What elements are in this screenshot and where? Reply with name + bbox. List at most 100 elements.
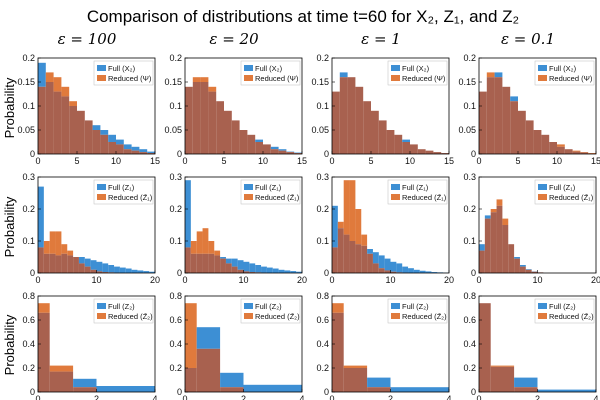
overlap-histogram-bar xyxy=(378,268,385,273)
y-tick-label: 0.6 xyxy=(169,315,182,325)
y-tick-label: 0.2 xyxy=(463,363,476,373)
reduced-histogram-bar xyxy=(214,250,221,256)
overlap-histogram-bar xyxy=(549,142,557,154)
reduced-histogram-bar xyxy=(557,144,565,147)
x-tick-label: 20 xyxy=(591,275,600,285)
reduced-histogram-bar xyxy=(208,241,215,254)
reduced-histogram-bar xyxy=(343,365,368,368)
overlap-histogram-bar xyxy=(332,91,340,154)
overlap-histogram-bar xyxy=(541,134,550,154)
legend: Full (X₂)Reduced (Ψ) xyxy=(240,60,301,86)
overlap-histogram-bar xyxy=(332,247,338,273)
full-histogram-bar xyxy=(390,261,397,272)
overlap-histogram-bar xyxy=(557,146,565,154)
y-tick-label: 0.1 xyxy=(316,236,329,246)
histogram-panel: 0 10 20 0 0.1 0.2 0.3 Full (Z₁)Reduced (Z̄₁) xyxy=(169,172,307,285)
full-histogram-bar xyxy=(270,146,279,150)
y-tick-label: 0.05 xyxy=(311,125,329,135)
full-histogram-bar xyxy=(278,269,285,273)
overlap-histogram-bar xyxy=(123,149,132,154)
y-tick-label: 0 xyxy=(324,268,329,278)
overlap-histogram-bar xyxy=(525,269,532,273)
legend-swatch-reduced xyxy=(391,194,400,200)
x-tick-label: 10 xyxy=(91,275,101,285)
overlap-histogram-bar xyxy=(84,120,93,154)
full-histogram-bar xyxy=(402,139,410,142)
overlap-histogram-bar xyxy=(185,86,193,154)
y-tick-label: 0.2 xyxy=(169,363,182,373)
reduced-histogram-bar xyxy=(49,365,74,372)
full-histogram-bar xyxy=(116,139,124,145)
legend-swatch-full xyxy=(97,184,106,190)
x-tick-label: 20 xyxy=(150,275,160,285)
overlap-histogram-bar xyxy=(514,387,538,392)
full-histogram-bar xyxy=(479,244,485,251)
x-tick-label: 20 xyxy=(444,275,454,285)
full-histogram-bar xyxy=(131,146,140,151)
figure-title: Comparison of distributions at time t=60… xyxy=(87,7,519,26)
legend: Full (Z₁)Reduced (Z̄₁) xyxy=(240,179,301,205)
reduced-histogram-bar xyxy=(490,365,515,367)
legend-swatch-full xyxy=(97,65,106,71)
full-histogram-bar xyxy=(390,387,449,392)
full-histogram-bar xyxy=(114,266,120,273)
y-tick-label: 0.3 xyxy=(463,172,476,182)
x-tick-label: 15 xyxy=(297,156,307,166)
overlap-histogram-bar xyxy=(337,228,344,273)
reduced-histogram-bar xyxy=(55,231,62,256)
full-histogram-bar xyxy=(149,271,155,273)
overlap-histogram-bar xyxy=(38,86,46,154)
y-tick-label: 0.2 xyxy=(316,53,329,63)
x-tick-label: 0 xyxy=(476,275,481,285)
y-tick-label: 0 xyxy=(177,268,182,278)
overlap-histogram-bar xyxy=(225,263,232,273)
overlap-histogram-bar xyxy=(363,101,371,154)
overlap-histogram-bar xyxy=(479,250,485,273)
full-histogram-bar xyxy=(90,260,97,270)
full-histogram-bar xyxy=(243,384,302,392)
y-tick-label: 0 xyxy=(471,268,476,278)
legend: Full (Z₂)Reduced (Z̄₂) xyxy=(240,298,301,324)
overlap-histogram-bar xyxy=(339,77,348,154)
overlap-histogram-bar xyxy=(294,153,302,154)
overlap-histogram-bar xyxy=(479,91,487,154)
overlap-histogram-bar xyxy=(263,144,271,154)
overlap-histogram-bar xyxy=(531,271,538,273)
column-title-eps-1: ε = 1 xyxy=(361,30,401,48)
full-histogram-bar xyxy=(220,257,226,259)
x-tick-label: 2 xyxy=(241,394,246,400)
x-tick-label: 0 xyxy=(182,394,187,400)
x-tick-label: 2 xyxy=(535,394,540,400)
histogram-panel: 0 5 10 15 0 0.05 0.1 0.15 0.2 Full (X₂)Reduced (Ψ… xyxy=(458,53,600,166)
y-tick-label: 0.15 xyxy=(17,77,35,87)
full-histogram-bar xyxy=(108,134,116,142)
legend-label-reduced: Reduced (Ψ) xyxy=(108,74,152,83)
legend-label-reduced: Reduced (Ψ) xyxy=(255,74,299,83)
overlap-histogram-bar xyxy=(38,312,50,392)
reduced-histogram-bar xyxy=(496,199,503,206)
y-tick-label: 0.2 xyxy=(169,53,182,63)
y-tick-label: 0.1 xyxy=(22,101,35,111)
legend-swatch-full xyxy=(244,184,253,190)
overlap-histogram-bar xyxy=(343,368,368,392)
reduced-histogram-bar xyxy=(67,250,74,256)
overlap-histogram-bar xyxy=(386,130,395,154)
y-tick-label: 0.8 xyxy=(316,291,329,301)
y-tick-label: 0 xyxy=(471,387,476,397)
reduced-histogram-bar xyxy=(486,72,495,78)
reduced-histogram-bar xyxy=(38,303,50,313)
overlap-histogram-bar xyxy=(73,257,79,273)
overlap-histogram-bar xyxy=(496,205,503,273)
y-tick-label: 0.2 xyxy=(316,204,329,214)
full-histogram-bar xyxy=(131,269,138,273)
legend-swatch-reduced xyxy=(97,75,106,81)
y-tick-label: 0.15 xyxy=(311,77,329,87)
overlap-histogram-bar xyxy=(490,212,497,273)
legend-label-full: Full (X₂) xyxy=(108,64,136,73)
overlap-histogram-bar xyxy=(190,253,197,273)
histogram-panel: 0 5 10 15 0 0.05 0.1 0.15 0.2 Full (X₂)Reduced (Ψ… xyxy=(164,53,307,166)
y-tick-label: 0.1 xyxy=(463,236,476,246)
overlap-histogram-bar xyxy=(441,153,449,154)
full-histogram-bar xyxy=(494,72,503,78)
